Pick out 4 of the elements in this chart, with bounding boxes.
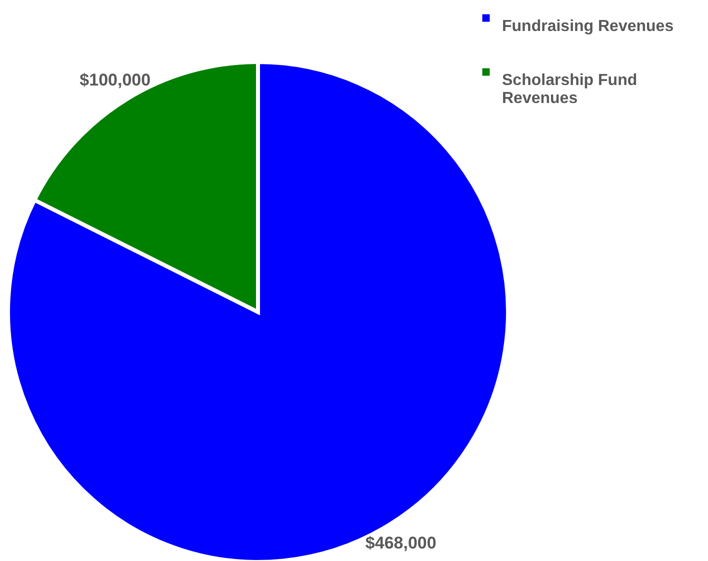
legend-label: Fundraising Revenues	[502, 18, 674, 35]
legend-label: Scholarship Fund Revenues	[502, 72, 638, 107]
data-label: $100,000	[80, 70, 151, 90]
data-label: $468,000	[365, 533, 436, 552]
